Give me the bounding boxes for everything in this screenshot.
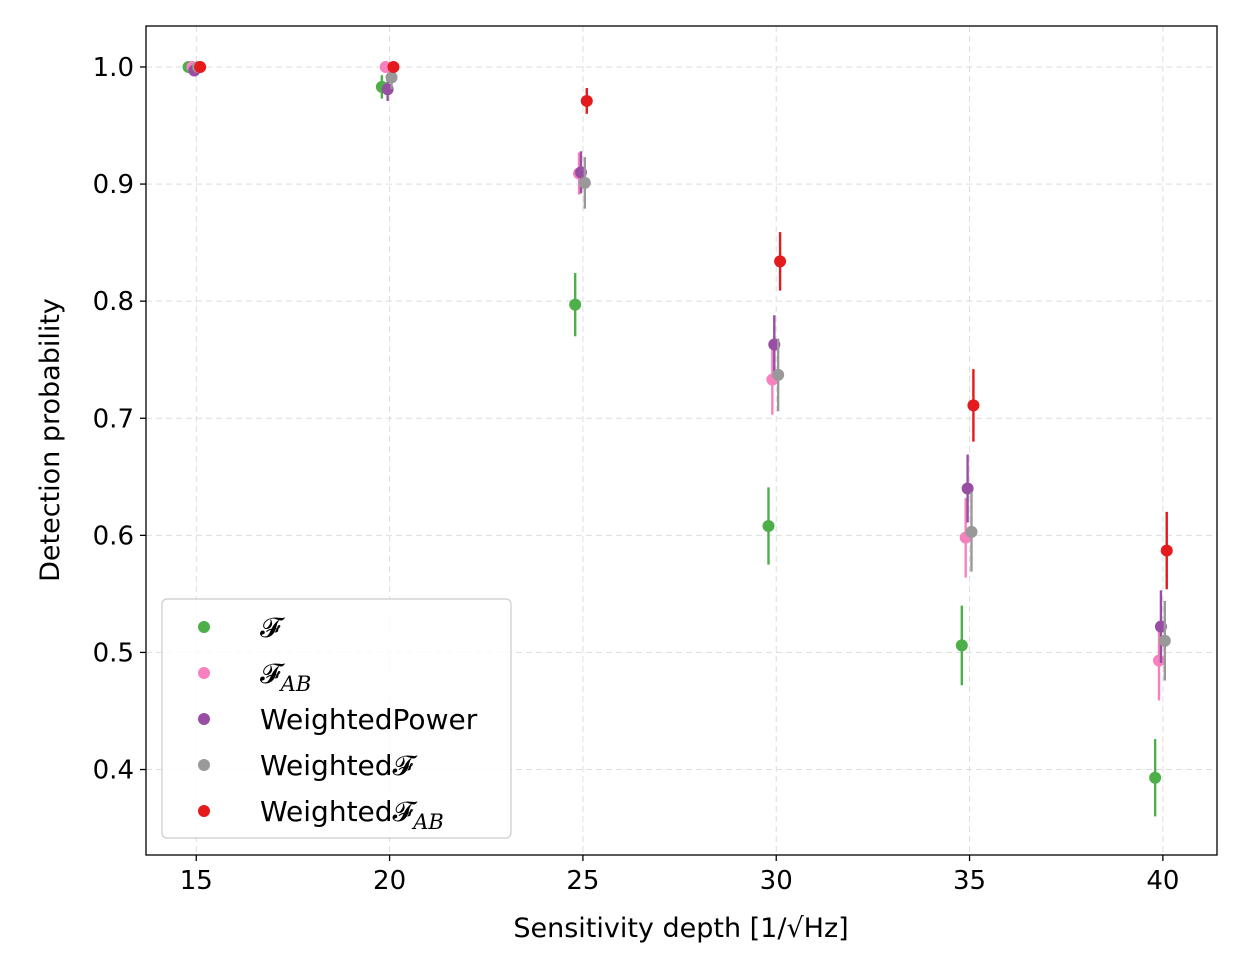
series-3 (192, 60, 1171, 681)
y-axis-label: Detection probability (35, 298, 66, 582)
data-point (965, 525, 978, 538)
data-point (772, 368, 785, 381)
x-tick-label: 20 (373, 866, 406, 896)
data-point (774, 255, 787, 268)
x-tick-label: 35 (953, 866, 986, 896)
legend-entry: WeightedPower (260, 703, 478, 736)
x-tick-label: 30 (760, 866, 793, 896)
data-point (1153, 654, 1166, 667)
data-point (967, 399, 980, 412)
x-tick-label: 40 (1146, 866, 1179, 896)
series-4 (194, 60, 1173, 590)
plot-frame (145, 25, 1218, 856)
data-point (961, 482, 974, 495)
legend-marker (198, 667, 210, 679)
legend-marker (198, 621, 210, 633)
y-tick-label: 0.5 (93, 638, 134, 668)
data-point (1160, 544, 1173, 557)
data-point (580, 94, 593, 107)
data-point (387, 60, 400, 73)
data-point (955, 639, 968, 652)
x-tick-label: 15 (180, 866, 213, 896)
y-tick-label: 0.6 (93, 521, 134, 551)
legend-marker (198, 713, 210, 725)
legend-marker (198, 805, 210, 817)
data-point (762, 519, 775, 532)
data-marks (182, 60, 1173, 817)
y-tick-label: 0.9 (93, 170, 134, 200)
legend-box (161, 598, 512, 839)
y-tick-label: 0.7 (93, 404, 134, 434)
y-tick-label: 0.8 (93, 287, 134, 317)
y-tick-label: 1.0 (93, 53, 134, 83)
data-point (1149, 771, 1162, 784)
legend-entry: Weighted𝓕 (260, 749, 419, 782)
data-point (194, 60, 207, 73)
data-point (569, 298, 582, 311)
y-tick-label: 0.4 (93, 756, 134, 786)
x-axis-label: Sensitivity depth [1/√Hz] (513, 913, 848, 944)
x-tick-label: 25 (566, 866, 599, 896)
axis-ticks: 15 20 25 30 35 40 0.4 0.5 0.6 0.7 0.8 0.9 1.0 (93, 53, 1180, 896)
legend-entry: Weighted𝓕AB (260, 795, 444, 834)
data-point (578, 176, 591, 189)
data-point (1158, 634, 1171, 647)
data-point (385, 71, 398, 84)
legend-marker (198, 759, 210, 771)
series-2 (188, 64, 1167, 663)
